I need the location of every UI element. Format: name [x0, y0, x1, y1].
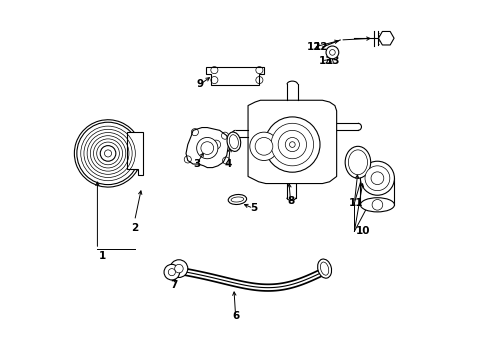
Circle shape — [360, 161, 394, 195]
Ellipse shape — [226, 132, 240, 152]
Text: 12: 12 — [306, 42, 320, 52]
Circle shape — [163, 264, 179, 280]
Circle shape — [289, 142, 295, 147]
Ellipse shape — [230, 197, 244, 202]
Text: 1: 1 — [99, 251, 106, 261]
Text: 11: 11 — [348, 198, 363, 208]
Circle shape — [371, 199, 382, 210]
Circle shape — [174, 264, 183, 273]
Circle shape — [270, 123, 313, 166]
Circle shape — [264, 117, 319, 172]
Text: 4: 4 — [224, 159, 232, 169]
Circle shape — [104, 150, 111, 157]
Circle shape — [170, 260, 187, 278]
Ellipse shape — [228, 194, 246, 204]
Text: 10: 10 — [355, 226, 370, 237]
Text: 9: 9 — [196, 79, 203, 89]
Text: 13: 13 — [318, 56, 333, 66]
Circle shape — [370, 172, 383, 185]
Circle shape — [278, 130, 306, 159]
Circle shape — [196, 138, 218, 159]
Text: 13: 13 — [325, 56, 340, 66]
Ellipse shape — [345, 146, 370, 178]
Ellipse shape — [360, 198, 394, 212]
Ellipse shape — [229, 135, 238, 149]
Circle shape — [255, 138, 272, 155]
Polygon shape — [247, 100, 336, 184]
Circle shape — [325, 46, 338, 59]
Circle shape — [168, 269, 175, 276]
Text: 7: 7 — [169, 280, 177, 289]
Text: 12: 12 — [313, 42, 327, 52]
Text: 6: 6 — [231, 311, 239, 321]
Circle shape — [364, 166, 389, 191]
Text: 8: 8 — [286, 196, 294, 206]
Circle shape — [77, 122, 139, 185]
Circle shape — [329, 50, 335, 55]
Text: 3: 3 — [193, 159, 200, 169]
Ellipse shape — [347, 150, 367, 175]
Text: 2: 2 — [131, 223, 138, 233]
Ellipse shape — [317, 259, 331, 278]
Polygon shape — [126, 132, 143, 175]
Circle shape — [100, 145, 116, 161]
Ellipse shape — [320, 262, 328, 275]
Polygon shape — [205, 67, 264, 85]
Circle shape — [201, 142, 213, 154]
Text: 5: 5 — [249, 203, 257, 213]
Polygon shape — [185, 127, 228, 168]
Circle shape — [249, 132, 278, 161]
Polygon shape — [378, 31, 393, 45]
Circle shape — [285, 138, 299, 152]
